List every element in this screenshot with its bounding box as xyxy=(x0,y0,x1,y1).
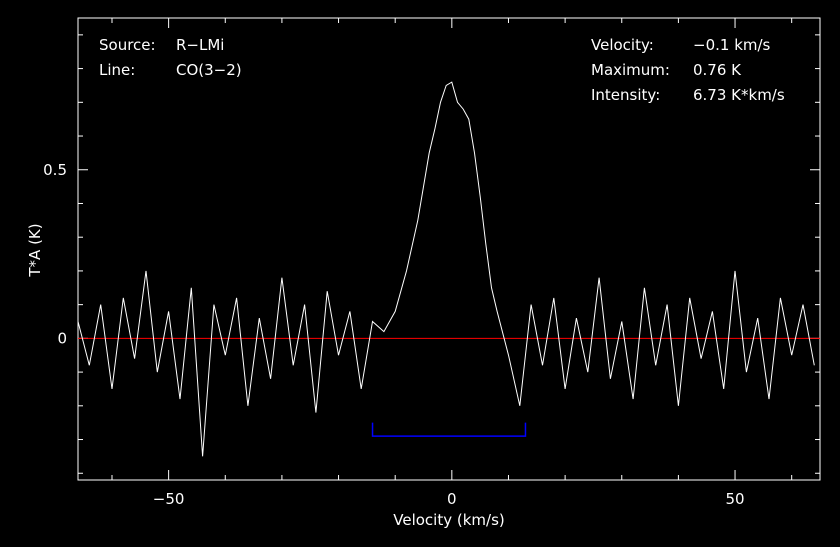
y-axis-label: T*A (K) xyxy=(26,223,44,277)
velocity-label: Velocity: xyxy=(591,36,654,54)
spectrum-series xyxy=(77,81,815,457)
velocity-value: −0.1 km/s xyxy=(693,36,771,54)
integration-window xyxy=(371,422,527,437)
maximum-label: Maximum: xyxy=(591,61,670,79)
tick-labels: −50 0 50 0 0.5 xyxy=(43,161,744,508)
source-label: Source: xyxy=(99,36,156,54)
x-tick-label: 50 xyxy=(725,490,744,508)
tick-marks xyxy=(78,18,820,480)
intensity-value: 6.73 K*km/s xyxy=(693,86,785,104)
intensity-label: Intensity: xyxy=(591,86,660,104)
line-value: CO(3−2) xyxy=(176,61,242,79)
source-value: R−LMi xyxy=(176,36,224,54)
maximum-value: 0.76 K xyxy=(693,61,742,79)
y-tick-label: 0.5 xyxy=(43,161,67,179)
line-label: Line: xyxy=(99,61,135,79)
x-axis-label: Velocity (km/s) xyxy=(393,511,504,529)
x-tick-label: 0 xyxy=(447,490,457,508)
plot-frame xyxy=(77,17,821,481)
x-tick-label: −50 xyxy=(153,490,185,508)
y-tick-label: 0 xyxy=(57,329,67,347)
series-layer xyxy=(77,81,815,457)
